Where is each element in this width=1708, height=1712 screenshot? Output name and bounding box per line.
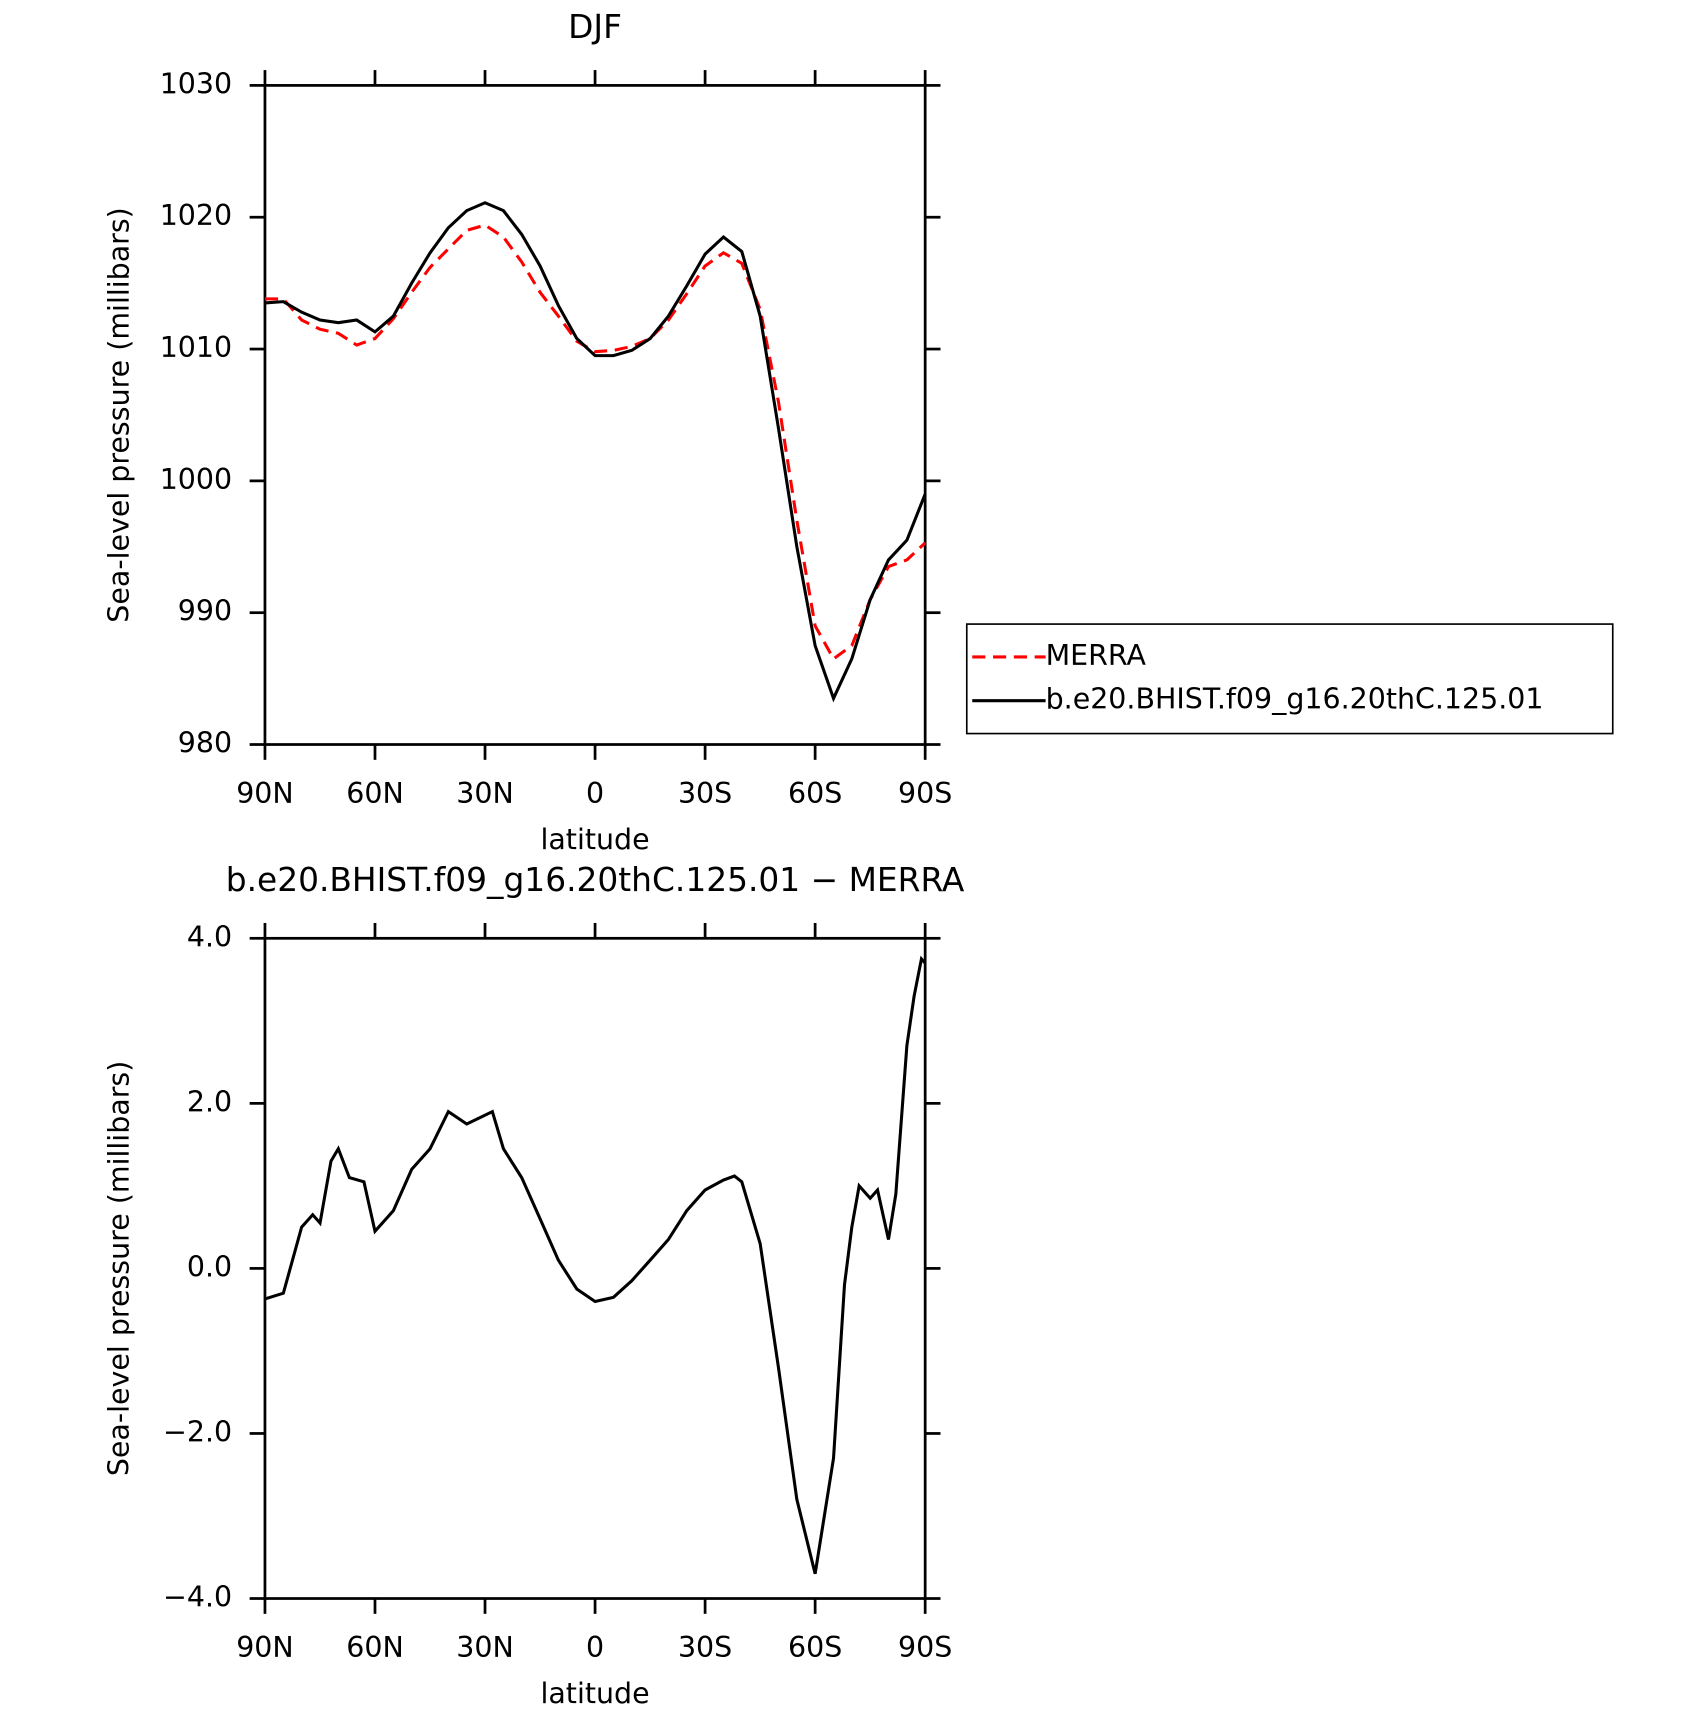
legend-box	[965, 623, 1614, 735]
y-tick-label: 1030	[160, 67, 232, 100]
x-tick-label: 90N	[236, 777, 294, 810]
x-tick-label: 0	[586, 1631, 604, 1664]
x-axis-label: latitude	[540, 823, 649, 856]
y-tick-label: 980	[178, 727, 232, 760]
x-tick-label: 90S	[898, 1631, 952, 1664]
y-tick-label: 2.0	[187, 1085, 232, 1118]
legend-label: b.e20.BHIST.f09_g16.20thC.125.01	[1046, 683, 1544, 716]
y-tick-label: 1010	[160, 331, 232, 364]
x-tick-label: 30N	[456, 777, 514, 810]
y-axis-label: Sea-level pressure (millibars)	[102, 207, 135, 622]
y-axis-label: Sea-level pressure (millibars)	[102, 1061, 135, 1476]
y-tick-label: −2.0	[163, 1415, 232, 1448]
x-tick-label: 90N	[236, 1631, 294, 1664]
x-tick-label: 30N	[456, 1631, 514, 1664]
x-tick-label: 60S	[788, 1631, 842, 1664]
y-tick-label: 990	[178, 595, 232, 628]
data-line	[264, 201, 927, 703]
x-tick-label: 90S	[898, 777, 952, 810]
x-tick-label: 0	[586, 777, 604, 810]
x-tick-label: 30S	[678, 1631, 732, 1664]
y-tick-label: −4.0	[163, 1581, 232, 1614]
y-tick-label: 4.0	[187, 920, 232, 953]
chart-title: b.e20.BHIST.f09_g16.20thC.125.01 − MERRA	[226, 861, 965, 899]
data-line	[264, 223, 927, 662]
legend-label: MERRA	[1046, 639, 1147, 672]
y-tick-label: 1000	[160, 463, 232, 496]
data-line	[264, 955, 927, 1575]
x-tick-label: 30S	[678, 777, 732, 810]
y-tick-label: 1020	[160, 199, 232, 232]
x-tick-label: 60S	[788, 777, 842, 810]
chart-title: DJF	[568, 8, 622, 46]
x-tick-label: 60N	[346, 1631, 404, 1664]
x-axis-label: latitude	[540, 1677, 649, 1708]
x-tick-label: 60N	[346, 777, 404, 810]
y-tick-label: 0.0	[187, 1250, 232, 1283]
